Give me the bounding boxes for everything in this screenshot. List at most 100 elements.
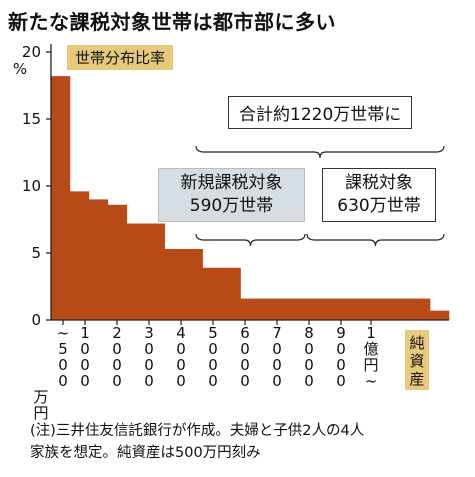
x-tick-char: 0 (112, 372, 122, 390)
new-taxable-annotation: 新規課税対象 590万世帯 (158, 168, 305, 222)
x-tick-char: 億 (363, 340, 378, 358)
bar-8500 (373, 298, 393, 320)
x-tick-char: 0 (176, 372, 186, 390)
x-tick-char: 0 (80, 372, 90, 390)
x-tick-char: 0 (336, 356, 346, 374)
new-taxable-line1: 新規課税対象 (180, 173, 283, 193)
x-tick-label-0: ~500万円 (33, 320, 69, 422)
x-tick-char: 5 (208, 324, 218, 342)
y-unit-label: % (13, 60, 27, 78)
x-tick-char: 0 (144, 372, 154, 390)
x-axis-title-char: 純 (409, 334, 424, 352)
y-tick-label-10: 10 (22, 177, 41, 195)
bar-3500 (183, 248, 203, 320)
x-tick-char: 万 (33, 388, 48, 406)
bar-10000 (430, 310, 450, 320)
bar-4500 (221, 267, 241, 320)
bar-9000 (392, 298, 412, 320)
bar-5500 (259, 298, 279, 320)
y-tick-label-5: 5 (31, 244, 41, 262)
taxable-line2: 630万世帯 (337, 196, 421, 216)
bar-1000 (88, 199, 109, 320)
x-tick-char: 0 (58, 372, 68, 390)
x-tick-char: 0 (208, 356, 218, 374)
x-tick-char: 0 (240, 340, 250, 358)
x-tick-char: 1 (80, 324, 90, 342)
x-tick-char: 3 (144, 324, 154, 342)
taxable-line1: 課税対象 (345, 173, 413, 193)
x-tick-char: 円 (33, 404, 48, 422)
total-brace (195, 145, 445, 159)
x-tick-char: ~ (57, 324, 70, 342)
x-tick-char: 0 (240, 372, 250, 390)
x-tick-char: 0 (208, 340, 218, 358)
x-tick-char: 7 (272, 324, 282, 342)
x-axis-title-char: 産 (409, 370, 424, 388)
x-tick-char: 0 (272, 372, 282, 390)
total-households-annotation: 合計約1220万世帯に (228, 96, 413, 129)
y-tick-label-15: 15 (22, 110, 41, 128)
x-tick-char: 0 (208, 372, 218, 390)
y-tick-label-20: 20 (22, 43, 41, 61)
x-tick-char: 0 (144, 340, 154, 358)
x-tick-char: 1 (366, 324, 376, 342)
x-tick-char: 0 (112, 356, 122, 374)
bar-2500 (145, 223, 166, 320)
y-axis: 0 5 10 15 20% (13, 43, 52, 329)
bar-4000 (202, 267, 222, 320)
chart-title: 新たな課税対象世帯は都市部に多い (8, 10, 336, 34)
x-tick-label-10: 1億円~ (363, 320, 379, 390)
annotation-brackets (195, 145, 445, 247)
x-tick-char: 0 (304, 372, 314, 390)
footnote-line1: (注)三井住友信託銀行が作成。夫婦と子供2人の4人 (30, 423, 365, 439)
x-tick-char: 0 (336, 372, 346, 390)
x-tick-char: 4 (176, 324, 186, 342)
x-tick-char: 0 (58, 356, 68, 374)
bar-6500 (297, 298, 317, 320)
bar-2000 (126, 223, 147, 320)
x-tick-char: 0 (272, 340, 282, 358)
x-tick-char: 0 (144, 356, 154, 374)
bar-6000 (278, 298, 298, 320)
x-tick-char: 0 (176, 356, 186, 374)
x-tick-char: 0 (336, 340, 346, 358)
new-taxable-brace (195, 233, 306, 247)
x-tick-char: 0 (176, 340, 186, 358)
x-axis-title: 純資産 (405, 330, 429, 390)
bars-group (51, 76, 450, 321)
x-tick-char: 6 (240, 324, 250, 342)
x-tick-char: 0 (304, 340, 314, 358)
x-tick-char: 0 (80, 340, 90, 358)
bar-9500 (411, 298, 431, 320)
x-tick-char: 0 (240, 356, 250, 374)
taxable-annotation: 課税対象 630万世帯 (322, 168, 436, 222)
bar-7000 (316, 298, 336, 320)
taxable-brace (306, 233, 445, 247)
y-tick-label-0: 0 (31, 311, 41, 329)
x-tick-char: 9 (336, 324, 346, 342)
footnote: (注)三井住友信託銀行が作成。夫婦と子供2人の4人 家族を想定。純資産は500万… (30, 420, 364, 464)
x-tick-char: 0 (272, 356, 282, 374)
x-tick-char: 0 (112, 340, 122, 358)
x-axis-title-char: 資 (409, 352, 424, 370)
x-tick-char: 8 (304, 324, 314, 342)
legend-label: 世帯分布比率 (67, 45, 174, 70)
x-axis: ~500万円1000200030004000500060007000800090… (33, 319, 449, 422)
bar-5000 (240, 298, 260, 320)
x-tick-char: 5 (58, 340, 68, 358)
footnote-line2: 家族を想定。純資産は500万円刻み (30, 445, 261, 461)
bar-0 (51, 76, 71, 321)
x-tick-char: 2 (112, 324, 122, 342)
x-axis-title-bg (405, 330, 429, 390)
x-tick-char: ~ (365, 372, 378, 390)
bar-3000 (164, 248, 184, 320)
bar-7500 (335, 298, 355, 320)
